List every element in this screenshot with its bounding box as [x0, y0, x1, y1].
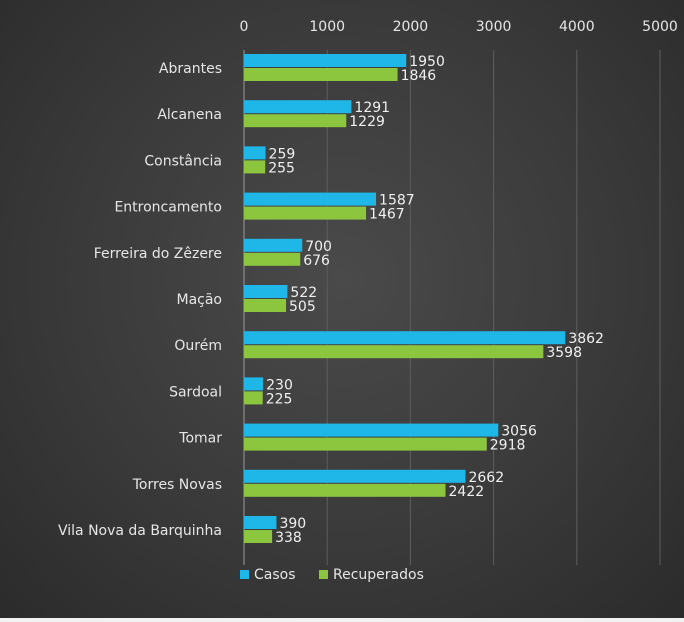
data-label: 700 — [305, 239, 332, 255]
data-label: 2422 — [449, 484, 485, 500]
bar-casos — [244, 146, 266, 160]
category-label: Ourém — [174, 338, 222, 354]
x-tick-label: 1000 — [309, 19, 345, 35]
data-label: 2662 — [468, 470, 504, 486]
bar-casos — [244, 377, 264, 391]
data-label: 3056 — [501, 424, 537, 440]
data-label: 3598 — [546, 345, 582, 361]
bar-recuperados — [244, 299, 287, 312]
bar-casos — [244, 54, 407, 67]
bar-recuperados — [244, 437, 487, 451]
category-label: Entroncamento — [114, 200, 222, 216]
category-label: Ferreira do Zêzere — [94, 246, 222, 262]
legend-swatch — [240, 570, 249, 579]
data-label: 338 — [275, 530, 302, 546]
data-label: 1291 — [354, 100, 390, 116]
category-label: Constância — [144, 153, 222, 169]
bar-casos — [244, 516, 277, 529]
data-label: 225 — [266, 391, 293, 407]
data-label: 1950 — [409, 54, 445, 70]
data-label: 390 — [279, 516, 306, 532]
category-label: Vila Nova da Barquinha — [58, 523, 222, 539]
data-label: 1467 — [369, 207, 405, 223]
bar-casos — [244, 423, 499, 437]
data-label: 1587 — [379, 193, 415, 209]
data-label: 3862 — [568, 331, 604, 347]
bar-casos — [244, 285, 288, 298]
bar-casos — [244, 192, 377, 206]
bar-recuperados — [244, 68, 398, 81]
bars — [244, 54, 566, 543]
legend-label: Casos — [254, 567, 296, 583]
category-label: Mação — [177, 292, 223, 308]
bar-casos — [244, 331, 566, 345]
bar-recuperados — [244, 530, 273, 543]
category-label: Tomar — [178, 431, 222, 447]
bar-casos — [244, 100, 352, 114]
data-label: 259 — [269, 146, 296, 162]
bar-casos — [244, 469, 466, 483]
bar-recuperados — [244, 206, 367, 220]
data-label: 230 — [266, 377, 293, 393]
bar-recuperados — [244, 114, 347, 128]
x-tick-label: 5000 — [642, 19, 678, 35]
bar-casos — [244, 238, 303, 252]
data-label: 522 — [290, 285, 317, 301]
x-axis-ticks: 0 1000 2000 3000 4000 5000 — [240, 19, 678, 35]
legend-swatch — [319, 570, 328, 579]
legend: Casos Recuperados — [240, 567, 424, 583]
data-label: 1229 — [349, 114, 385, 130]
category-labels: Abrantes Alcanena Constância Entroncamento F… — [58, 61, 222, 539]
data-label: 505 — [289, 299, 316, 315]
data-label: 1846 — [401, 68, 437, 84]
bar-recuperados — [244, 252, 301, 266]
x-tick-label: 2000 — [393, 19, 429, 35]
bar-recuperados — [244, 391, 263, 405]
bar-recuperados — [244, 160, 266, 174]
bar-recuperados — [244, 345, 544, 359]
x-tick-label: 0 — [240, 19, 249, 35]
legend-label: Recuperados — [333, 567, 424, 583]
x-tick-label: 4000 — [559, 19, 595, 35]
bar-recuperados — [244, 483, 446, 497]
category-label: Sardoal — [169, 384, 222, 400]
category-label: Abrantes — [159, 61, 222, 77]
category-label: Torres Novas — [132, 477, 222, 493]
x-tick-label: 3000 — [476, 19, 512, 35]
category-label: Alcanena — [157, 107, 222, 123]
data-label: 255 — [268, 160, 295, 176]
data-label: 676 — [303, 253, 330, 269]
data-label: 2918 — [490, 438, 526, 454]
